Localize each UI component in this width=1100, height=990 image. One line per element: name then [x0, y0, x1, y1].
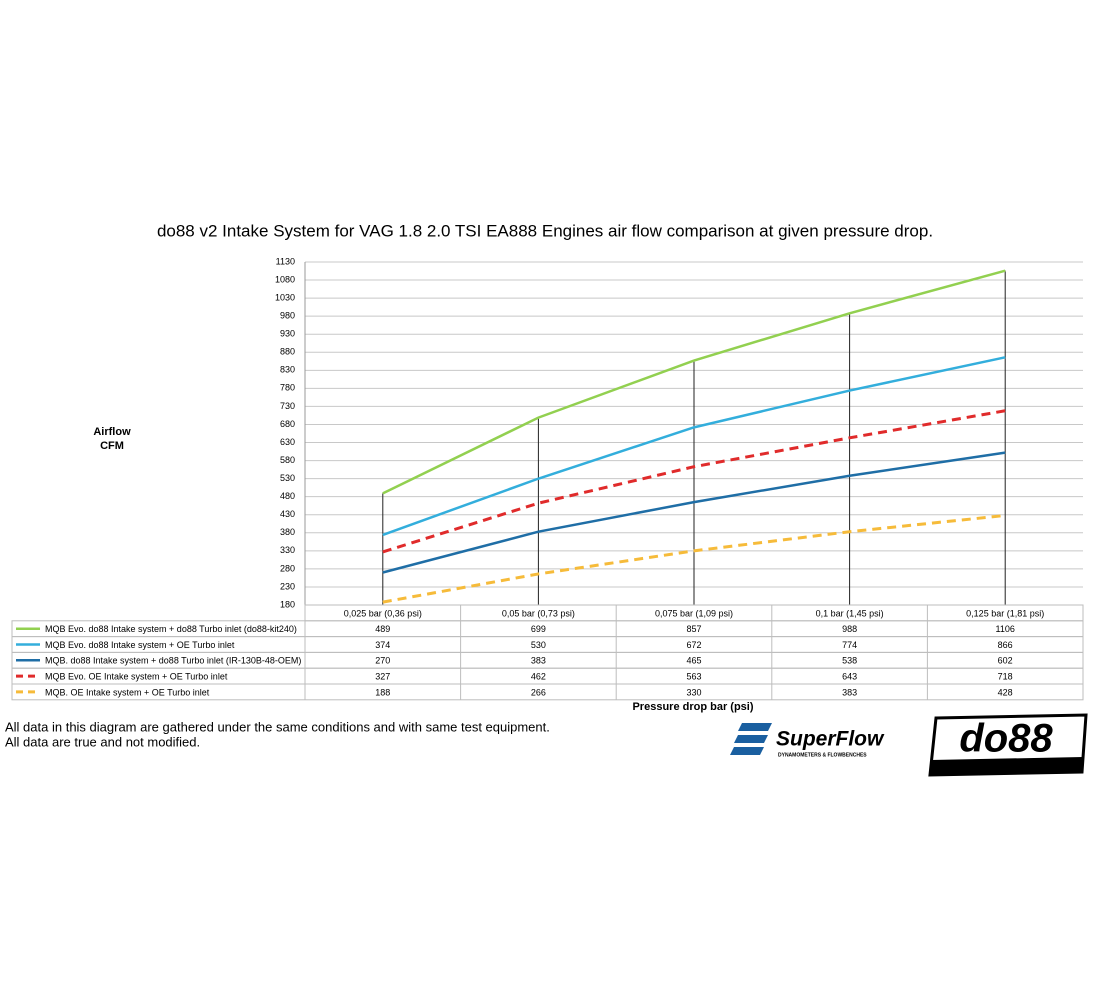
do88-logo: do88 Performance	[928, 713, 1088, 777]
y-axis-label: CFM	[100, 440, 124, 452]
y-tick-label: 880	[280, 347, 295, 357]
y-tick-label: 330	[280, 545, 295, 555]
logo-tagline: DYNAMOMETERS & FLOWBENCHES	[778, 752, 867, 758]
table-value: 188	[375, 687, 390, 697]
y-tick-label: 680	[280, 419, 295, 429]
table-value: 530	[531, 640, 546, 650]
y-tick-label: 1130	[276, 256, 295, 266]
series-line	[382, 269, 1006, 495]
table-value: 489	[375, 624, 390, 634]
legend-label: MQB Evo. OE Intake system + OE Turbo inl…	[45, 671, 228, 681]
legend-label: MQB Evo. do88 Intake system + do88 Turbo…	[45, 624, 297, 634]
note: All data in this diagram are gathered un…	[5, 719, 550, 734]
y-tick-label: 930	[280, 329, 295, 339]
table-value: 383	[842, 687, 857, 697]
table-value: 988	[842, 624, 857, 634]
series-line	[382, 451, 1006, 574]
series-line	[382, 356, 1006, 537]
legend-label: MQB. do88 Intake system + do88 Turbo inl…	[45, 656, 301, 666]
legend-label: MQB Evo. do88 Intake system + OE Turbo i…	[45, 640, 235, 650]
table-value: 857	[686, 624, 701, 634]
table-value: 602	[998, 656, 1013, 666]
y-tick-label: 480	[280, 491, 295, 501]
logo-mark	[730, 723, 772, 755]
table-value: 699	[531, 624, 546, 634]
table-value: 266	[531, 687, 546, 697]
y-tick-label: 630	[280, 437, 295, 447]
y-tick-label: 430	[280, 509, 295, 519]
y-tick-label: 180	[280, 599, 295, 609]
table-value: 672	[686, 640, 701, 650]
table-value: 374	[375, 640, 390, 650]
series-line	[382, 409, 1006, 554]
table-value: 428	[998, 687, 1013, 697]
y-tick-label: 980	[280, 311, 295, 321]
y-tick-label: 230	[280, 581, 295, 591]
logo-subtitle: Performance	[937, 761, 1004, 773]
table-value: 866	[998, 640, 1013, 650]
chart-title: do88 v2 Intake System for VAG 1.8 2.0 TS…	[157, 221, 933, 240]
y-tick-label: 830	[280, 365, 295, 375]
y-tick-label: 1030	[275, 292, 295, 302]
table-value: 718	[998, 671, 1013, 681]
x-tick-label: 0,125 bar (1,81 psi)	[966, 608, 1044, 618]
x-tick-label: 0,075 bar (1,09 psi)	[655, 608, 733, 618]
y-tick-label: 530	[280, 473, 295, 483]
y-tick-label: 730	[280, 401, 295, 411]
y-tick-label: 380	[280, 527, 295, 537]
series-line	[382, 513, 1006, 604]
table-value: 563	[686, 671, 701, 681]
table-value: 330	[686, 687, 701, 697]
x-axis-label: Pressure drop bar (psi)	[632, 701, 753, 713]
table-value: 643	[842, 671, 857, 681]
table-value: 462	[531, 671, 546, 681]
x-tick-label: 0,1 bar (1,45 psi)	[816, 608, 884, 618]
y-tick-label: 780	[280, 383, 295, 393]
logo-text: do88	[959, 717, 1053, 761]
table-value: 270	[375, 656, 390, 666]
table-value: 465	[686, 656, 701, 666]
y-tick-label: 1080	[275, 274, 295, 284]
y-axis-label: Airflow	[93, 426, 131, 438]
table-value: 538	[842, 656, 857, 666]
x-tick-label: 0,05 bar (0,73 psi)	[502, 608, 575, 618]
note: All data are true and not modified.	[5, 734, 200, 749]
table-value: 383	[531, 656, 546, 666]
y-tick-label: 280	[280, 563, 295, 573]
superflow-logo: SuperFlow DYNAMOMETERS & FLOWBENCHES	[730, 723, 885, 758]
table-value: 327	[375, 671, 390, 681]
logo-bar	[929, 757, 1083, 774]
table-value: 1106	[996, 624, 1015, 634]
y-tick-label: 580	[280, 455, 295, 465]
table-value: 774	[842, 640, 857, 650]
x-tick-label: 0,025 bar (0,36 psi)	[344, 608, 422, 618]
legend-label: MQB. OE Intake system + OE Turbo inlet	[45, 687, 210, 697]
logo-text: SuperFlow	[776, 728, 885, 751]
